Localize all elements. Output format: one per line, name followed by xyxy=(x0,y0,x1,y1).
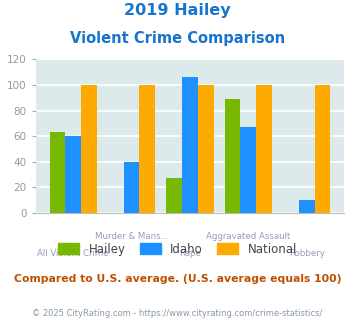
Text: Violent Crime Comparison: Violent Crime Comparison xyxy=(70,31,285,46)
Bar xyxy=(166,178,182,213)
Bar xyxy=(124,162,140,213)
Bar xyxy=(315,85,330,213)
Text: © 2025 CityRating.com - https://www.cityrating.com/crime-statistics/: © 2025 CityRating.com - https://www.city… xyxy=(32,309,323,318)
Bar xyxy=(65,136,81,213)
Bar xyxy=(225,99,240,213)
Legend: Hailey, Idaho, National: Hailey, Idaho, National xyxy=(53,238,302,260)
Text: Compared to U.S. average. (U.S. average equals 100): Compared to U.S. average. (U.S. average … xyxy=(14,274,341,284)
Bar xyxy=(198,85,214,213)
Bar xyxy=(50,132,65,213)
Text: Murder & Mans...: Murder & Mans... xyxy=(95,232,168,241)
Bar xyxy=(240,127,256,213)
Bar xyxy=(182,77,198,213)
Bar xyxy=(299,200,315,213)
Bar xyxy=(256,85,272,213)
Text: Rape: Rape xyxy=(179,249,201,258)
Text: Aggravated Assault: Aggravated Assault xyxy=(206,232,290,241)
Bar xyxy=(140,85,155,213)
Bar xyxy=(81,85,97,213)
Text: 2019 Hailey: 2019 Hailey xyxy=(124,3,231,18)
Text: Robbery: Robbery xyxy=(289,249,324,258)
Text: All Violent Crime: All Violent Crime xyxy=(37,249,109,258)
